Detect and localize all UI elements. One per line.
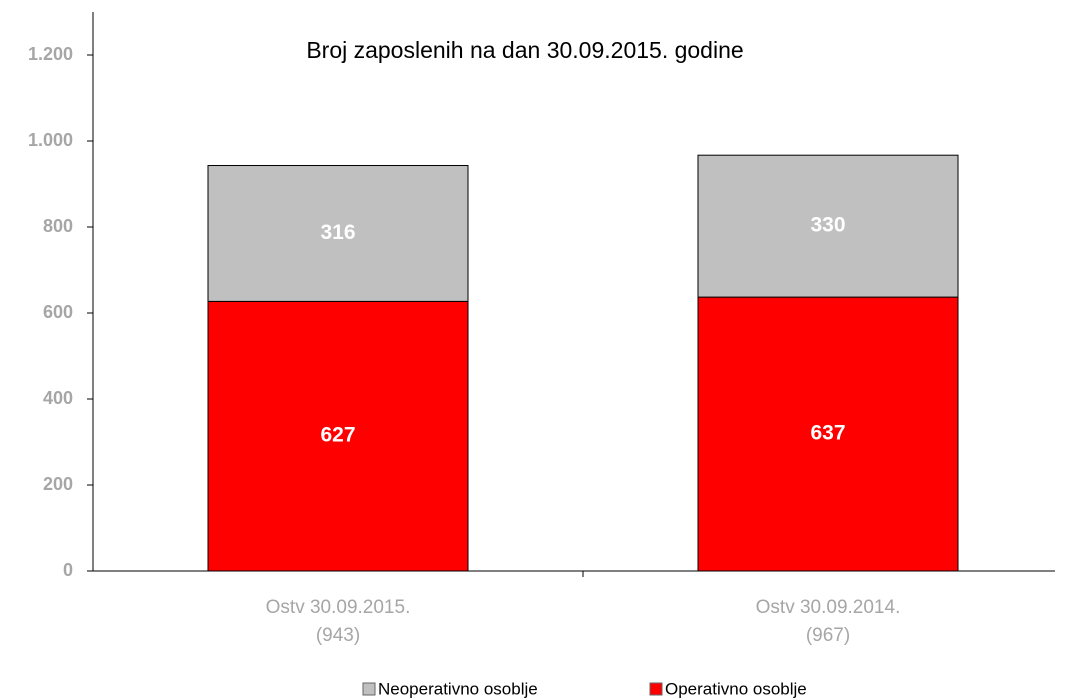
legend-label: Neoperativno osoblje <box>378 679 538 698</box>
x-tick-label: Ostv 30.09.2014. <box>756 597 901 618</box>
x-tick-label: (967) <box>806 625 850 646</box>
y-tick-label: 1.000 <box>28 130 73 150</box>
y-tick-label: 400 <box>43 388 73 408</box>
y-tick-label: 600 <box>43 302 73 322</box>
value-label: 330 <box>810 214 845 237</box>
legend-swatch <box>649 682 663 696</box>
legend-swatch <box>362 682 376 696</box>
value-label: 627 <box>320 424 355 447</box>
value-label: 316 <box>320 221 355 244</box>
y-tick-label: 1.200 <box>28 44 73 64</box>
bar-segment <box>207 165 469 302</box>
value-label: 637 <box>810 422 845 445</box>
chart-title: Broj zaposlenih na dan 30.09.2015. godin… <box>306 37 743 63</box>
bar-segment <box>697 296 959 572</box>
y-tick-label: 200 <box>43 474 73 494</box>
y-tick-label: 800 <box>43 216 73 236</box>
bar-segment <box>697 154 959 298</box>
y-tick-label: 0 <box>63 560 73 580</box>
x-tick-label: Ostv 30.09.2015. <box>266 597 411 618</box>
legend-label: Operativno osoblje <box>665 679 807 698</box>
x-tick-label: (943) <box>316 625 360 646</box>
